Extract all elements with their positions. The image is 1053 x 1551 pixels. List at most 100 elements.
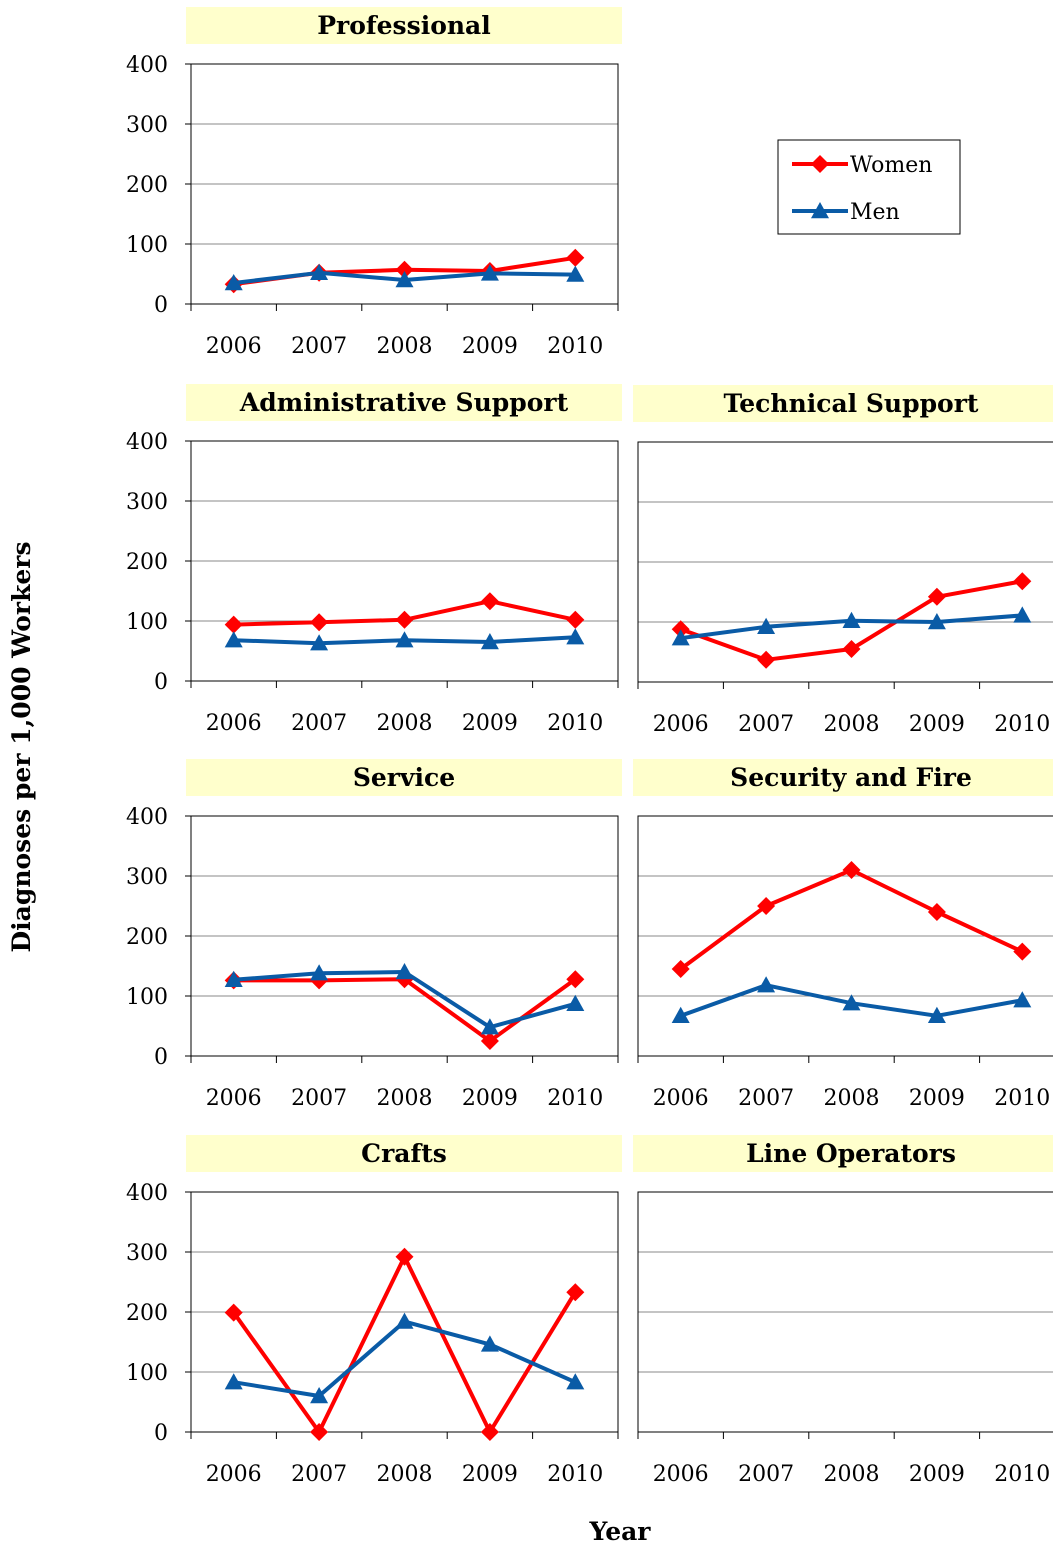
x-tick-label: 2010 xyxy=(994,1462,1050,1487)
panel-service: Service 0 100 200 300 400 2006 2007 2008 2009 2010 xyxy=(126,759,622,1111)
legend: Women Men xyxy=(777,139,961,235)
x-tick-label: 2008 xyxy=(377,1462,433,1487)
y-tick-label: 300 xyxy=(126,1241,168,1266)
point-women-2008 xyxy=(842,861,861,879)
point-men-2008 xyxy=(842,994,861,1011)
x-tick-label: 2010 xyxy=(547,1086,603,1111)
panel-title-band xyxy=(633,759,1053,796)
point-women-2006 xyxy=(671,620,690,639)
point-men-2010 xyxy=(566,265,585,282)
x-axis-label: Year xyxy=(589,1517,652,1546)
panel-technical-support: Technical Support 2006 2007 2008 2009 2010 xyxy=(633,385,1053,737)
x-tick-label: 2006 xyxy=(206,334,262,359)
panel-title-band xyxy=(633,385,1053,422)
x-tick-label: 2006 xyxy=(653,1462,709,1487)
y-tick-label: 200 xyxy=(126,925,168,950)
x-tick-label: 2009 xyxy=(909,712,965,737)
point-women-2010 xyxy=(566,610,585,629)
legend-marker xyxy=(811,202,829,219)
x-tick-label: 2006 xyxy=(653,712,709,737)
point-men-2008 xyxy=(842,611,861,628)
point-men-2008 xyxy=(395,963,414,980)
point-women-2007 xyxy=(310,1423,329,1441)
x-tick-label: 2010 xyxy=(994,1086,1050,1111)
panel-title-band xyxy=(186,759,622,796)
point-men-2010 xyxy=(1013,606,1032,623)
panel-title: Administrative Support xyxy=(239,388,569,417)
point-men-2006 xyxy=(224,631,243,648)
x-tick-label: 2006 xyxy=(206,1462,262,1487)
point-men-2007 xyxy=(310,964,329,981)
y-tick-label: 200 xyxy=(126,1301,168,1326)
point-women-2009 xyxy=(480,1032,499,1050)
point-men-2007 xyxy=(757,617,776,634)
plot-frame xyxy=(637,815,1053,1057)
legend-entry-women: Women xyxy=(792,153,932,178)
y-tick-label: 0 xyxy=(154,1045,168,1070)
x-tick-label: 2006 xyxy=(206,711,262,736)
y-tick-label: 400 xyxy=(126,53,168,78)
panel-title: Security and Fire xyxy=(730,763,972,792)
x-tick-label: 2007 xyxy=(291,334,347,359)
point-women-2008 xyxy=(395,610,414,629)
point-women-2009 xyxy=(480,1423,499,1441)
y-tick-label: 300 xyxy=(126,113,168,138)
point-women-2007 xyxy=(310,613,329,632)
chart-panels: Professional 0 100 200 300 400 2006 2007 2008 200… xyxy=(126,7,1053,1487)
x-tick-label: 2009 xyxy=(462,1086,518,1111)
point-women-2009 xyxy=(927,587,946,606)
plot-frame xyxy=(637,441,1053,683)
x-tick-label: 2009 xyxy=(909,1462,965,1487)
legend-label: Women xyxy=(850,153,932,178)
legend-box xyxy=(777,139,961,235)
point-men-2007 xyxy=(310,634,329,651)
point-men-2009 xyxy=(480,1335,499,1352)
x-tick-label: 2010 xyxy=(547,334,603,359)
panel-title-band xyxy=(186,384,622,421)
y-tick-label: 200 xyxy=(126,173,168,198)
point-men-2006 xyxy=(671,629,690,646)
x-tick-label: 2009 xyxy=(909,1086,965,1111)
y-tick-label: 400 xyxy=(126,805,168,830)
x-tick-label: 2010 xyxy=(994,712,1050,737)
point-women-2006 xyxy=(224,1303,243,1322)
point-women-2008 xyxy=(842,640,861,658)
panel-title: Professional xyxy=(317,11,491,40)
panel-professional: Professional 0 100 200 300 400 2006 2007 2008 200… xyxy=(126,7,622,359)
series-line-women xyxy=(232,1254,578,1434)
point-men-2008 xyxy=(395,1312,414,1329)
panel-title: Service xyxy=(353,763,455,792)
series-line-women xyxy=(679,868,1024,971)
point-men-2009 xyxy=(927,613,946,630)
panel-security-and-fire: Security and Fire 2006 2007 2008 2009 2010 xyxy=(633,759,1053,1111)
y-tick-label: 300 xyxy=(126,865,168,890)
x-tick-label: 2010 xyxy=(547,711,603,736)
panel-crafts: Crafts 0 100 200 300 400 2006 2007 2008 2009 2010 xyxy=(126,1135,622,1487)
x-tick-label: 2007 xyxy=(291,711,347,736)
x-tick-label: 2009 xyxy=(462,711,518,736)
plot-frame xyxy=(637,1191,1053,1433)
point-women-2008 xyxy=(395,1247,414,1266)
x-tick-label: 2007 xyxy=(291,1086,347,1111)
point-women-2008 xyxy=(395,260,414,279)
y-tick-label: 200 xyxy=(126,550,168,575)
point-men-2007 xyxy=(757,976,776,993)
y-tick-label: 400 xyxy=(126,1181,168,1206)
y-tick-label: 400 xyxy=(126,430,168,455)
point-men-2006 xyxy=(224,274,243,291)
point-women-2010 xyxy=(566,1283,585,1302)
y-tick-label: 100 xyxy=(126,985,168,1010)
point-men-2006 xyxy=(671,1006,690,1023)
panel-title: Technical Support xyxy=(724,389,979,418)
point-men-2009 xyxy=(927,1006,946,1023)
panel-line-operators: Line Operators 2006 2007 2008 2009 2010 xyxy=(633,1135,1053,1487)
point-women-2007 xyxy=(757,897,776,915)
point-men-2010 xyxy=(566,1373,585,1390)
x-tick-label: 2006 xyxy=(653,1086,709,1111)
point-women-2010 xyxy=(1013,942,1032,961)
point-women-2010 xyxy=(566,970,585,989)
panel-title-band xyxy=(186,7,622,44)
point-men-2010 xyxy=(566,994,585,1011)
